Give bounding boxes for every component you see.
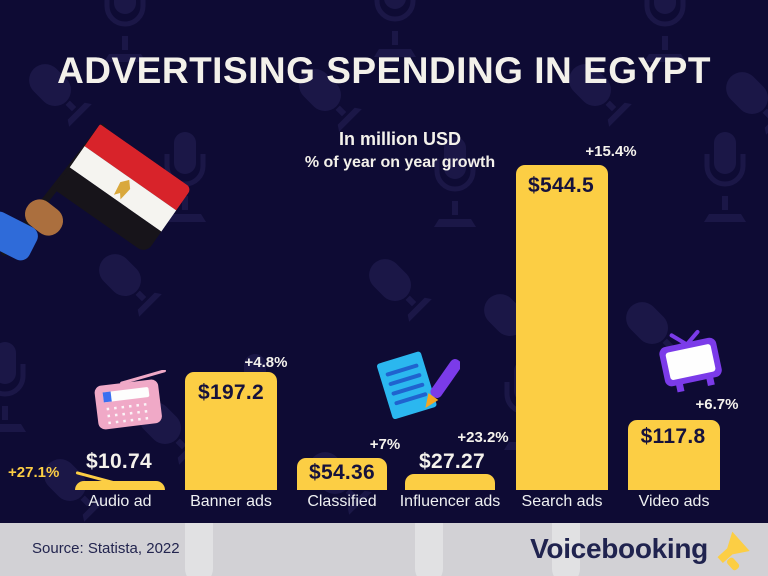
- subtitle-growth-note: % of year on year growth: [304, 154, 496, 171]
- eagle-emblem-icon: [113, 179, 131, 200]
- tv-icon: [659, 329, 722, 393]
- category-video-ads: Video ads: [638, 493, 710, 510]
- microphone-ghost-icon: [185, 523, 213, 576]
- bar-classified: [297, 458, 387, 490]
- value-search-ads: $544.5: [527, 174, 595, 197]
- microphone-ghost-icon: [552, 523, 580, 576]
- value-video-ads: $117.8: [640, 425, 706, 448]
- growth-classified: +7%: [369, 436, 401, 453]
- notepad-pen-icon: [377, 351, 460, 420]
- category-banner-ads: Banner ads: [190, 493, 272, 510]
- growth-video-ads: +6.7%: [695, 396, 739, 413]
- value-audio-ad: $10.74: [85, 450, 153, 473]
- source-credit: Source: Statista, 2022: [32, 540, 180, 557]
- bar-influencer-ads: [405, 474, 495, 490]
- value-classified: $54.36: [308, 461, 376, 484]
- egypt-flag: [0, 100, 240, 275]
- value-banner-ads: $197.2: [197, 381, 265, 404]
- category-search-ads: Search ads: [521, 493, 603, 510]
- category-audio-ad: Audio ad: [88, 493, 152, 510]
- bar-banner-ads: [185, 372, 277, 490]
- growth-search-ads: +15.4%: [585, 143, 637, 160]
- brand-logo-text: Voicebooking: [530, 533, 708, 564]
- page-title: ADVERTISING SPENDING IN EGYPT: [57, 50, 711, 91]
- footer: Source: Statista, 2022 Voicebooking: [0, 523, 768, 576]
- bar-video-ads: [628, 420, 720, 490]
- megaphone-icon: [717, 531, 750, 571]
- category-influencer-ads: Influencer ads: [399, 493, 501, 510]
- microphone-ghost-icon: [415, 523, 443, 576]
- growth-influencer-ads: +23.2%: [457, 429, 509, 446]
- chart-subtitle: In million USD % of year on year growth: [230, 129, 570, 172]
- bar-audio-ad: [75, 481, 165, 490]
- growth-banner-ads: +4.8%: [244, 354, 288, 371]
- subtitle-units: In million USD: [338, 129, 461, 149]
- flag-cloth: [54, 124, 192, 254]
- category-classified: Classified: [307, 493, 377, 510]
- growth-audio-ad: +27.1%: [8, 464, 60, 481]
- value-influencer-ads: $27.27: [418, 450, 486, 473]
- radio-icon: [94, 370, 166, 430]
- bar-search-ads: [516, 165, 608, 490]
